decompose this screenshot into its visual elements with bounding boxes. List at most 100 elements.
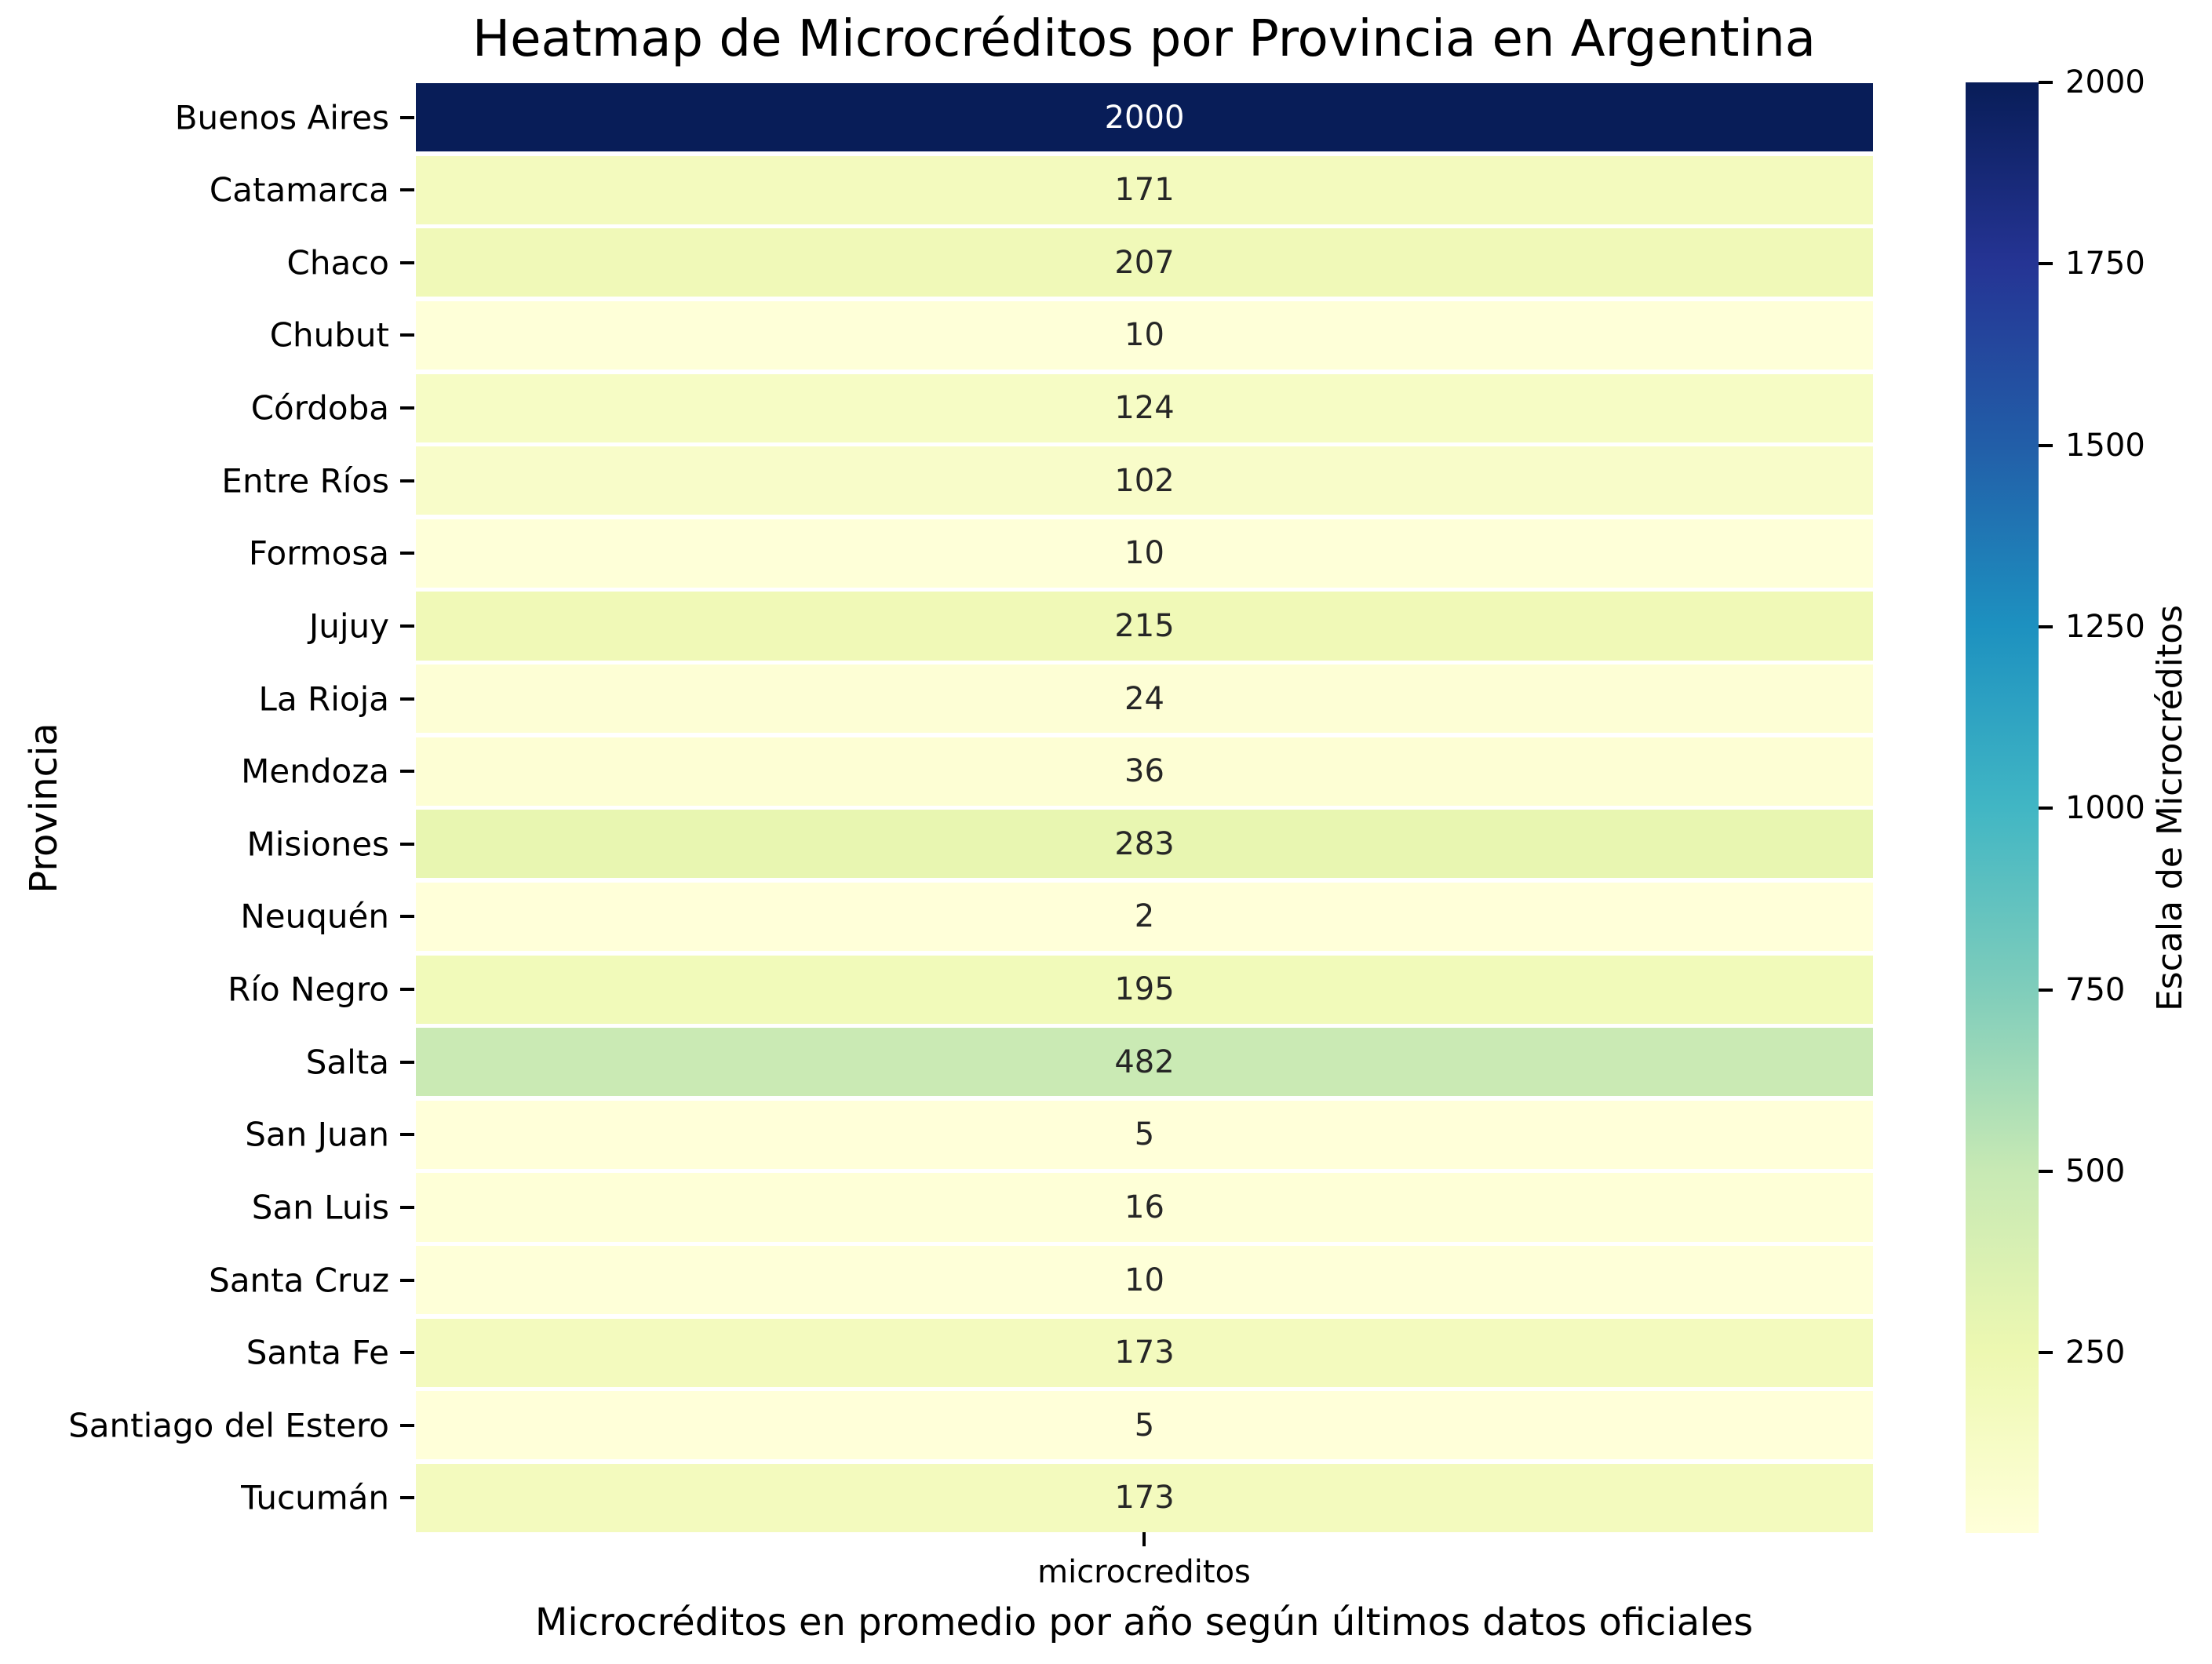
y-tick-label: Misiones	[246, 825, 390, 864]
y-tick-label: Catamarca	[209, 170, 389, 209]
y-tick-mark	[400, 915, 414, 919]
colorbar-tick-label: 1500	[2065, 427, 2145, 464]
y-tick-label: Formosa	[248, 533, 389, 573]
y-tick-mark	[400, 260, 414, 264]
y-tick-mark	[400, 697, 414, 701]
colorbar-gradient	[1966, 82, 2039, 1533]
heatmap-row: Jujuy 215	[309, 592, 1873, 661]
y-tick-mark	[400, 406, 414, 410]
heatmap-row: Salta 482	[306, 1028, 1873, 1097]
colorbar-tick-mark	[2039, 1351, 2053, 1355]
y-tick-mark	[400, 1060, 414, 1064]
cell-value: 195	[1114, 971, 1175, 1008]
y-tick-label: La Rioja	[258, 679, 389, 719]
y-tick-mark	[400, 479, 414, 482]
heatmap-row: Chaco 207	[287, 228, 1873, 297]
y-tick-mark	[400, 1423, 414, 1427]
heatmap-row: Córdoba 124	[251, 373, 1873, 442]
x-axis-label: Microcréditos en promedio por año según …	[534, 1600, 1754, 1644]
y-tick-mark	[400, 552, 414, 555]
y-tick-label: Chaco	[286, 243, 389, 282]
heatmap-row: Río Negro 195	[228, 955, 1873, 1024]
cell-value: 2	[1134, 898, 1155, 935]
heatmap-row: Santiago del Estero 5	[68, 1391, 1873, 1460]
colorbar-tick-label: 1750	[2065, 246, 2145, 282]
chart-title: Heatmap de Microcréditos por Provincia e…	[472, 10, 1816, 68]
cell-value: 10	[1124, 1262, 1164, 1298]
y-tick-label: San Luis	[251, 1188, 389, 1227]
cell-value: 10	[1124, 535, 1164, 572]
colorbar-tick-label: 2000	[2065, 64, 2145, 100]
colorbar-tick-mark	[2039, 988, 2053, 992]
heatmap-row: Santa Fe 173	[246, 1318, 1873, 1387]
colorbar-tick-label: 750	[2065, 971, 2126, 1008]
heatmap-row: Formosa 10	[249, 519, 1873, 588]
y-tick-label: Santiago del Estero	[68, 1406, 389, 1445]
x-tick-label: microcreditos	[1037, 1554, 1251, 1590]
cell-value: 5	[1134, 1407, 1155, 1444]
heatmap-row: Neuquén 2	[240, 882, 1873, 951]
y-tick-label: Salta	[305, 1043, 389, 1082]
y-tick-label: Entre Ríos	[221, 461, 389, 501]
y-tick-mark	[400, 624, 414, 628]
y-tick-mark	[400, 333, 414, 337]
y-tick-mark	[400, 842, 414, 846]
heatmap-row: San Juan 5	[245, 1100, 1873, 1169]
heatmap-row: La Rioja 24	[259, 665, 1873, 734]
heatmap-row: Chubut 10	[270, 300, 1873, 370]
heatmap-grid: Buenos Aires 2000 Catamarca 171 Chaco 207 Chub…	[68, 83, 1873, 1532]
colorbar-tick-mark	[2039, 443, 2053, 447]
y-tick-label: Córdoba	[250, 388, 389, 428]
colorbar-tick-label: 250	[2065, 1334, 2126, 1371]
y-tick-mark	[400, 988, 414, 992]
colorbar-tick-mark	[2039, 1170, 2053, 1174]
x-tick-mark	[1142, 1532, 1146, 1546]
cell-value: 124	[1114, 390, 1175, 427]
cell-value: 283	[1114, 825, 1175, 862]
heatmap-row: Catamarca 171	[210, 155, 1873, 224]
colorbar-tick-mark	[2039, 625, 2053, 629]
y-tick-label: Tucumán	[241, 1478, 389, 1517]
y-tick-label: Río Negro	[228, 970, 389, 1009]
cell-value: 2000	[1104, 99, 1185, 136]
cell-value: 171	[1114, 172, 1175, 209]
y-tick-label: San Juan	[245, 1115, 389, 1154]
colorbar: 2000 1750 1500 1250 1000 750 500 250	[1966, 64, 2145, 1533]
y-tick-label: Neuquén	[240, 897, 389, 936]
y-tick-mark	[400, 188, 414, 192]
y-tick-mark	[400, 1351, 414, 1355]
y-tick-label: Santa Fe	[246, 1333, 389, 1372]
cell-value: 215	[1114, 607, 1175, 644]
cell-value: 36	[1124, 753, 1164, 790]
cell-value: 173	[1114, 1480, 1175, 1517]
y-tick-mark	[400, 1278, 414, 1282]
cell-value: 24	[1124, 680, 1164, 717]
colorbar-tick-mark	[2039, 262, 2053, 266]
colorbar-tick-mark	[2039, 81, 2053, 84]
y-tick-label: Buenos Aires	[174, 98, 389, 137]
y-tick-mark	[400, 1496, 414, 1500]
colorbar-tick-label: 1250	[2065, 609, 2145, 646]
cell-value: 5	[1134, 1116, 1155, 1153]
y-tick-label: Jujuy	[308, 606, 389, 646]
heatmap-row: Santa Cruz 10	[209, 1246, 1873, 1315]
heatmap-row: Tucumán 173	[241, 1463, 1873, 1532]
cell-value: 482	[1114, 1043, 1175, 1080]
y-tick-mark	[400, 1133, 414, 1137]
heatmap-row: Buenos Aires 2000	[175, 83, 1873, 152]
colorbar-label: Escala de Microcréditos	[2150, 604, 2190, 1012]
heatmap-row: San Luis 16	[252, 1173, 1873, 1242]
colorbar-tick-mark	[2039, 807, 2053, 810]
y-tick-label: Chubut	[269, 315, 389, 355]
y-tick-mark	[400, 770, 414, 774]
heatmap-row: Mendoza 36	[241, 737, 1873, 806]
y-tick-mark	[400, 115, 414, 119]
colorbar-tick-label: 1000	[2065, 790, 2145, 827]
y-tick-label: Mendoza	[241, 752, 389, 791]
heatmap-row: Entre Ríos 102	[221, 446, 1873, 515]
y-axis-label: Provincia	[22, 723, 66, 894]
y-tick-label: Santa Cruz	[209, 1261, 389, 1300]
cell-value: 173	[1114, 1334, 1175, 1371]
heatmap-row: Misiones 283	[247, 810, 1873, 879]
